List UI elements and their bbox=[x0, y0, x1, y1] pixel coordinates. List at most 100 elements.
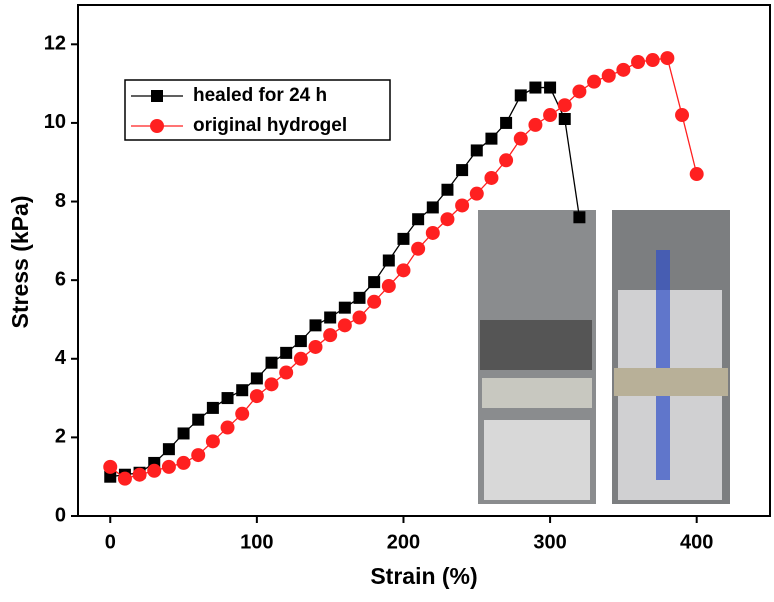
legend-marker bbox=[150, 119, 164, 133]
photo-sample bbox=[656, 250, 670, 480]
y-tick-label: 10 bbox=[44, 111, 66, 133]
data-point bbox=[235, 406, 250, 421]
data-point bbox=[205, 434, 220, 449]
data-point bbox=[631, 54, 646, 69]
data-point bbox=[485, 132, 498, 145]
data-point bbox=[103, 459, 118, 474]
data-point bbox=[280, 346, 293, 359]
x-tick-label: 100 bbox=[240, 531, 273, 553]
data-point bbox=[425, 225, 440, 240]
data-point bbox=[382, 254, 395, 267]
data-point bbox=[426, 201, 439, 214]
data-point bbox=[161, 459, 176, 474]
data-point bbox=[279, 365, 294, 380]
data-point bbox=[176, 455, 191, 470]
data-point bbox=[368, 276, 381, 289]
data-point bbox=[573, 211, 586, 224]
data-point bbox=[221, 392, 234, 405]
data-point bbox=[470, 144, 483, 157]
data-point bbox=[293, 351, 308, 366]
data-point bbox=[308, 339, 323, 354]
photo-clamp bbox=[614, 368, 728, 396]
data-point bbox=[543, 108, 558, 123]
x-tick-label: 200 bbox=[387, 531, 420, 553]
inset-photos bbox=[478, 210, 730, 504]
data-point bbox=[411, 241, 426, 256]
legend-box bbox=[124, 79, 391, 141]
data-point bbox=[162, 443, 175, 456]
y-tick-label: 6 bbox=[55, 268, 66, 290]
data-point bbox=[484, 170, 499, 185]
data-point bbox=[324, 311, 337, 324]
data-point bbox=[587, 74, 602, 89]
data-point bbox=[660, 51, 675, 66]
data-point bbox=[323, 328, 338, 343]
data-point bbox=[309, 319, 322, 332]
data-point bbox=[250, 372, 263, 385]
data-point bbox=[177, 427, 190, 440]
y-tick-label: 12 bbox=[44, 33, 66, 55]
data-point bbox=[381, 279, 396, 294]
legend-marker bbox=[151, 90, 163, 102]
data-point bbox=[265, 356, 278, 369]
data-point bbox=[191, 448, 206, 463]
data-point bbox=[499, 153, 514, 168]
data-point bbox=[500, 116, 513, 129]
data-point bbox=[396, 263, 411, 278]
data-point bbox=[104, 470, 117, 483]
y-tick-label: 0 bbox=[55, 504, 66, 526]
photo-panel bbox=[484, 420, 590, 500]
data-point bbox=[338, 301, 351, 314]
data-point bbox=[412, 213, 425, 226]
y-tick-label: 2 bbox=[55, 426, 66, 448]
data-point bbox=[572, 84, 587, 99]
data-point bbox=[645, 53, 660, 68]
x-tick-label: 0 bbox=[105, 531, 116, 553]
data-point bbox=[544, 81, 557, 94]
data-point bbox=[513, 131, 528, 146]
data-point bbox=[440, 212, 455, 227]
y-tick-label: 8 bbox=[55, 190, 66, 212]
data-point bbox=[529, 81, 542, 94]
data-point bbox=[455, 198, 470, 213]
data-point bbox=[352, 310, 367, 325]
data-point bbox=[557, 98, 572, 113]
legend-label: original hydrogel bbox=[193, 115, 347, 136]
data-point bbox=[337, 318, 352, 333]
data-point bbox=[353, 291, 366, 304]
data-point bbox=[220, 420, 235, 435]
data-point bbox=[675, 108, 690, 123]
data-point bbox=[294, 335, 307, 348]
data-point bbox=[132, 467, 147, 482]
plot-frame bbox=[77, 4, 771, 517]
data-point bbox=[601, 68, 616, 83]
x-tick-label: 400 bbox=[680, 531, 713, 553]
data-point bbox=[367, 294, 382, 309]
data-point bbox=[456, 164, 469, 177]
data-point bbox=[236, 384, 249, 397]
legend: healed for 24 h original hydrogel bbox=[124, 79, 391, 141]
data-point bbox=[558, 112, 571, 125]
data-point bbox=[206, 401, 219, 414]
y-tick-label: 4 bbox=[55, 347, 67, 369]
photo-clamp bbox=[482, 378, 592, 408]
data-point bbox=[689, 167, 704, 182]
data-point bbox=[514, 89, 527, 102]
data-point bbox=[147, 463, 162, 478]
data-point bbox=[192, 413, 205, 426]
y-axis-label: Stress (kPa) bbox=[7, 196, 33, 329]
legend-label: healed for 24 h bbox=[193, 85, 327, 106]
data-point bbox=[397, 232, 410, 245]
data-point bbox=[264, 377, 279, 392]
photo-clamp bbox=[480, 320, 592, 370]
data-point bbox=[441, 183, 454, 196]
data-point bbox=[249, 389, 264, 404]
data-point bbox=[616, 62, 631, 77]
data-point bbox=[469, 186, 484, 201]
data-point bbox=[117, 471, 132, 486]
x-tick-label: 300 bbox=[533, 531, 566, 553]
data-point bbox=[528, 117, 543, 132]
x-axis-label: Strain (%) bbox=[370, 563, 477, 589]
